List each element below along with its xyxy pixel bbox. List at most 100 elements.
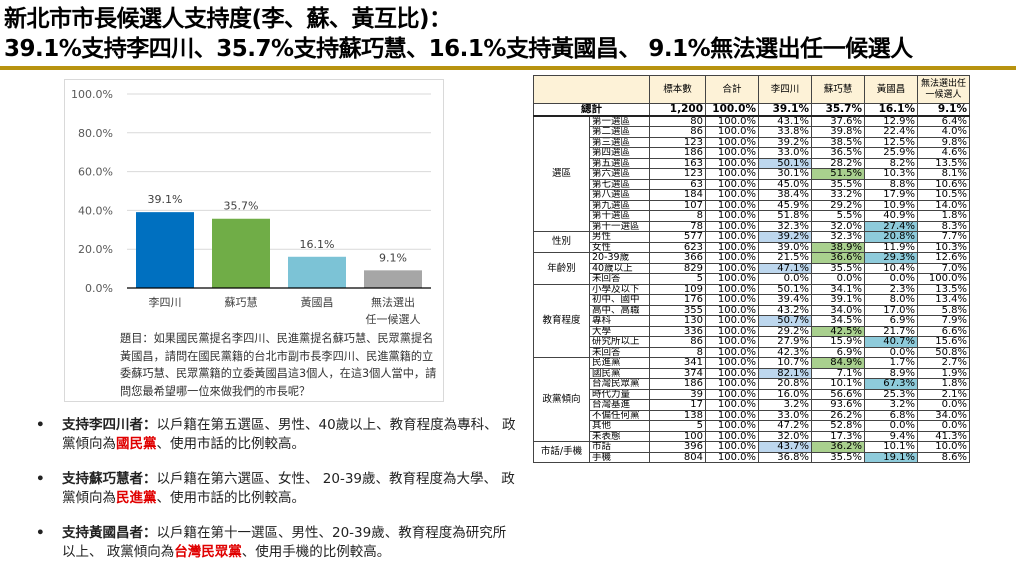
total-cell: 35.7% [811,103,865,117]
bar-value-label: 16.1% [300,238,335,251]
y-tick-label: 60.0% [78,166,113,179]
table-cell: 176 [649,294,706,306]
table-cell: 186 [649,147,706,159]
row-label: 20-39歲 [589,252,650,264]
table-cell: 10.7% [758,357,812,369]
row-label: 台灣基進 [589,399,650,411]
y-tick-label: 40.0% [78,204,113,217]
table-cell: 100.0% [705,441,759,453]
bullet-icon: • [36,471,45,487]
table-cell: 8.0% [864,294,918,306]
row-label: 小學及以下 [589,283,650,295]
table-cell: 10.0% [917,441,970,453]
total-cell: 1,200 [649,103,706,117]
table-cell: 100.0% [917,273,970,285]
crosstab-table: 標本數 合計 李四川 蘇巧慧 黃國昌 無法選出任一候選人 總計 1,200 10… [533,75,970,463]
group-label: 市話/手機 [533,441,590,463]
table-cell: 29.2% [811,199,865,211]
table-cell: 8.9% [864,367,918,379]
table-cell: 34.0% [917,409,970,421]
table-cell: 2.7% [917,357,970,369]
y-tick-label: 100.0% [71,88,113,101]
header-li: 李四川 [758,75,812,104]
row-label: 手機 [589,451,650,463]
findings-list: • 支持李四川者：以戶籍在第五選區、男性、40歲以上、教育程度為專科、 政黨傾向為… [36,416,516,578]
x-category-label: 任一候選人 [366,312,421,326]
table-cell: 12.5% [864,136,918,148]
table-cell: 45.0% [758,178,812,190]
row-label: 不偏任何黨 [589,409,650,421]
table-cell: 0.0% [864,273,918,285]
row-label: 未回答 [589,346,650,358]
header-sample-size: 標本數 [649,75,706,104]
table-cell: 37.6% [811,115,865,127]
y-tick-label: 0.0% [85,282,113,295]
table-cell: 100.0% [705,430,759,442]
table-total-row: 總計 1,200 100.0% 39.1% 35.7% 16.1% 9.1% [533,103,970,117]
row-label: 第十一選區 [589,220,650,232]
row-label: 台灣民眾黨 [589,378,650,390]
table-row: 未回答 8 100.0% 42.3% 6.9% 0.0% 50.8% [534,346,970,358]
table-row: 女性 623 100.0% 39.0% 38.9% 11.9% 10.3% [534,241,970,253]
table-cell: 80 [649,115,706,127]
table-cell: 33.8% [758,126,812,138]
row-label: 時代力量 [589,388,650,400]
table-cell: 36.5% [811,147,865,159]
table-cell: 10.3% [864,168,918,180]
row-label: 市話 [589,441,650,453]
table-cell: 100.0% [705,283,759,295]
table-cell: 17.9% [864,189,918,201]
y-tick-label: 20.0% [78,243,113,256]
table-row: 時代力量 39 100.0% 16.0% 56.6% 25.3% 2.1% [534,388,970,400]
table-cell: 9.4% [864,430,918,442]
table-row: 市話/手機 市話 396 100.0% 43.7% 36.2% 10.1% 10.0% [533,441,970,463]
table-cell: 100.0% [705,294,759,306]
row-label: 第三選區 [589,136,650,148]
table-cell: 8.1% [917,168,970,180]
group-label: 選區 [533,115,590,232]
table-cell: 123 [649,136,706,148]
table-cell: 51.5% [811,168,865,180]
row-label: 第八選區 [589,189,650,201]
table-cell: 13.5% [917,283,970,295]
group-label: 性別 [533,231,590,253]
table-cell: 38.5% [811,136,865,148]
table-cell: 123 [649,168,706,180]
x-category-label: 蘇巧慧 [225,295,258,309]
table-cell: 100.0% [705,241,759,253]
finding-text-end: 、使用市話的比例較高。 [156,436,306,452]
row-label: 研究所以上 [589,336,650,348]
table-cell: 1.8% [917,378,970,390]
bullet-icon: • [36,417,45,433]
table-cell: 39 [649,388,706,400]
table-cell: 41.3% [917,430,970,442]
table-cell: 5 [649,420,706,432]
table-row: 第十一選區 78 100.0% 32.3% 32.0% 27.4% 8.3% [534,220,970,232]
table-cell: 11.9% [864,241,918,253]
table-cell: 34.5% [811,315,865,327]
table-cell: 36.2% [811,441,865,453]
table-cell: 21.5% [758,252,812,264]
finding-lead: 支持蘇巧慧者： [62,471,157,487]
table-cell: 0.0% [917,399,970,411]
row-label: 國民黨 [589,367,650,379]
table-cell: 9.8% [917,136,970,148]
row-label: 民進黨 [589,357,650,369]
table-cell: 10.6% [917,178,970,190]
table-cell: 14.0% [917,199,970,211]
table-row: 選區 第一選區 80 100.0% 43.1% 37.6% 12.9% 6.4% [533,115,970,232]
table-cell: 366 [649,252,706,264]
finding-text: 以戶籍在第六選區、女性、 20-39歲、教育程度為大學、 政黨傾向為 [62,471,515,506]
survey-question: 題目：如果國民黨提名李四川、民進黨提名蘇巧慧、民眾黨提名黃國昌，請問在國民黨籍的… [120,332,437,398]
table-cell: 35.5% [811,451,865,463]
table-row: 初中、國中 176 100.0% 39.4% 39.1% 8.0% 13.4% [534,294,970,306]
table-cell: 8 [649,346,706,358]
table-cell: 100.0% [705,147,759,159]
table-row: 年齡別 20-39歲 366 100.0% 21.5% 36.6% 29.3% 12.6% [533,252,970,285]
table-cell: 78 [649,220,706,232]
table-row: 台灣基進 17 100.0% 3.2% 93.6% 3.2% 0.0% [534,399,970,411]
table-cell: 45.9% [758,199,812,211]
table-row: 專科 130 100.0% 50.7% 34.5% 6.9% 7.9% [534,315,970,327]
table-row: 大學 336 100.0% 29.2% 42.5% 21.7% 6.6% [534,325,970,337]
table-cell: 100.0% [705,115,759,127]
